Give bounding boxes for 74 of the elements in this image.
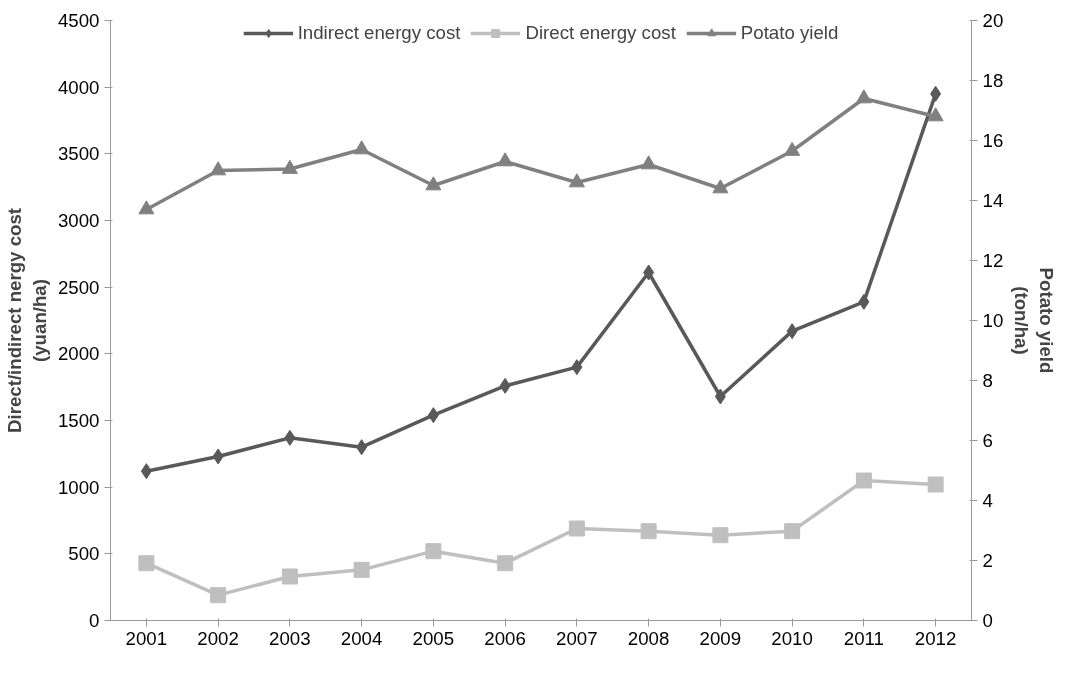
y2-tick-label: 6 xyxy=(982,430,993,451)
point xyxy=(499,377,511,394)
point xyxy=(784,141,801,156)
point xyxy=(497,152,514,167)
point xyxy=(858,293,870,310)
point xyxy=(855,472,872,489)
point xyxy=(353,561,370,578)
y-tick-label: 4000 xyxy=(58,76,100,98)
point xyxy=(640,523,657,540)
point xyxy=(425,543,442,560)
x-tick-label: 2010 xyxy=(771,627,813,649)
y2-tick-label: 10 xyxy=(982,310,1004,331)
point xyxy=(138,200,155,215)
y-tick-label: 4500 xyxy=(58,10,100,31)
point xyxy=(425,176,442,191)
y-tick-label: 2000 xyxy=(58,343,100,365)
y2-tick-label: 4 xyxy=(982,490,993,511)
y-tick-label: 0 xyxy=(89,610,100,631)
legend-label: Potato yield xyxy=(740,22,839,44)
point xyxy=(927,476,944,493)
point xyxy=(497,555,514,572)
x-tick-label: 2001 xyxy=(125,627,168,649)
x-tick-label: 2008 xyxy=(627,627,670,649)
y-axis-title: Direct/indirect nergy cost (yuan/ha) xyxy=(3,208,50,433)
x-tick-label: 2003 xyxy=(269,627,311,649)
point xyxy=(568,173,585,188)
point xyxy=(640,155,657,170)
point xyxy=(427,407,439,424)
y-tick-label: 1500 xyxy=(58,410,100,431)
point xyxy=(855,89,872,104)
point xyxy=(712,527,729,544)
y2-tick-label: 0 xyxy=(982,610,993,631)
x-tick-label: 2006 xyxy=(484,627,526,649)
point xyxy=(138,555,155,572)
point xyxy=(927,107,944,122)
x-tick-label: 2012 xyxy=(914,627,957,649)
y-tick-label: 1000 xyxy=(58,476,100,498)
y2-tick-label: 18 xyxy=(982,70,1004,91)
y2-axis-title: Potato yield (ton/ha) xyxy=(1011,267,1058,374)
point xyxy=(643,264,655,281)
legend-label: Indirect energy cost xyxy=(297,22,461,44)
point xyxy=(356,439,368,456)
y-tick-label: 2500 xyxy=(58,276,100,298)
y2-tick-label: 14 xyxy=(982,190,1004,211)
y2-tick-label: 20 xyxy=(982,10,1004,31)
point xyxy=(353,140,370,155)
point xyxy=(281,159,298,174)
x-tick-label: 2007 xyxy=(556,627,598,649)
point xyxy=(210,587,227,604)
y-tick-label: 3000 xyxy=(58,210,100,231)
x-tick-label: 2009 xyxy=(699,627,742,649)
x-tick-label: 2005 xyxy=(412,627,455,649)
point xyxy=(140,463,152,480)
y-tick-label: 3500 xyxy=(58,143,100,165)
point xyxy=(281,568,298,585)
point xyxy=(712,179,729,194)
y2-tick-label: 8 xyxy=(982,370,993,391)
point xyxy=(786,323,798,340)
y2-tick-label: 2 xyxy=(982,550,993,571)
x-tick-label: 2004 xyxy=(340,627,383,649)
point xyxy=(571,359,583,376)
y-tick-label: 500 xyxy=(68,543,100,565)
x-tick-label: 2011 xyxy=(843,627,884,649)
y2-tick-label: 16 xyxy=(982,130,1004,151)
x-tick-label: 2002 xyxy=(197,627,239,649)
point xyxy=(930,85,942,102)
point xyxy=(210,161,227,176)
point xyxy=(284,429,296,446)
point xyxy=(212,448,224,465)
point xyxy=(784,523,801,540)
point xyxy=(568,520,585,537)
legend-label: Direct energy cost xyxy=(525,22,676,44)
point xyxy=(714,388,726,405)
y2-tick-label: 12 xyxy=(982,250,1004,271)
